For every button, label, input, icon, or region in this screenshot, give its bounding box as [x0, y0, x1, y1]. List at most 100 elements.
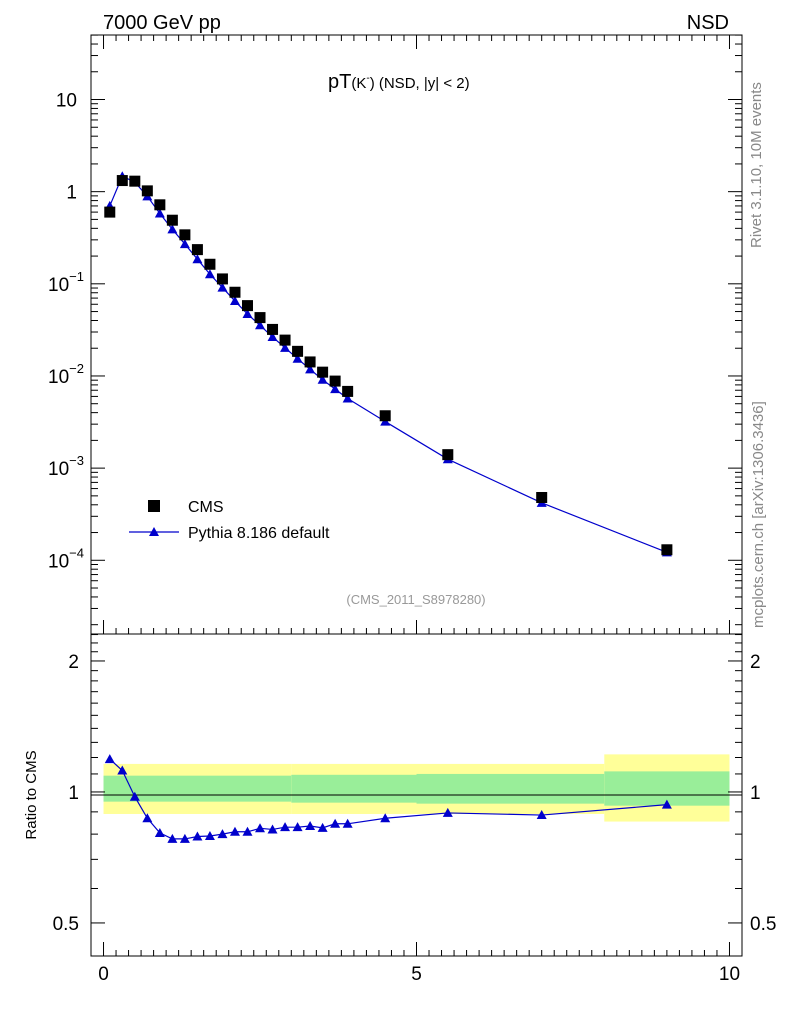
- main-y-tick-label-exp: −3: [69, 453, 84, 468]
- legend: CMS Pythia 8.186 default: [129, 499, 330, 542]
- axis-ticks: [91, 34, 742, 956]
- x-tick-labels: 0 5 10: [98, 964, 740, 985]
- ratio-y-tick-labels: 0.5 0.5 1 1 2 2: [53, 652, 777, 935]
- ratio-pythia-point: [442, 807, 453, 817]
- ratio-pythia-point: [255, 823, 266, 833]
- cms-point: [141, 185, 153, 197]
- pythia-point: [192, 254, 203, 264]
- main-y-tick-label: 10−1: [48, 269, 84, 296]
- main-y-tick-label: 10−4: [48, 545, 84, 572]
- pythia-point: [179, 239, 190, 249]
- plot-title-particle: (K: [351, 75, 366, 92]
- cms-point: [104, 206, 116, 218]
- band-inner-2: [416, 773, 605, 804]
- plot-title: pT(K-) (NSD, |y| < 2): [328, 71, 470, 93]
- pythia-point: [167, 224, 178, 234]
- legend-cms-marker: [148, 500, 160, 512]
- x-tick-label: 0: [98, 964, 109, 985]
- ratio-pythia-point: [380, 813, 391, 823]
- main-y-tick-label-exp: −4: [69, 545, 84, 560]
- pythia-point: [292, 353, 303, 363]
- x-tick-label: 10: [719, 964, 740, 985]
- main-y-tick-label-base: 10: [48, 275, 69, 296]
- main-y-tick-label: 10: [56, 91, 77, 112]
- ratio-pythia-point: [192, 831, 203, 841]
- ratio-pythia-point: [142, 813, 153, 823]
- ratio-y-axis-title: Ratio to CMS: [23, 750, 40, 839]
- cms-point: [342, 385, 354, 397]
- main-data-series: [104, 175, 673, 556]
- ratio-pythia-point: [536, 810, 547, 820]
- legend-cms-label: CMS: [188, 499, 224, 516]
- cms-point: [191, 244, 203, 256]
- header-process-label: NSD: [687, 12, 729, 34]
- main-y-tick-label-exp: −2: [69, 361, 84, 376]
- rivet-version-label: Rivet 3.1.10, 10M events: [748, 82, 765, 248]
- ratio-uncertainty-bands: [103, 754, 730, 822]
- cms-point: [179, 229, 191, 241]
- ratio-y-tick-label: 2: [68, 652, 79, 673]
- ratio-pythia-point: [217, 829, 228, 839]
- pythia-point: [280, 342, 291, 352]
- ratio-y-tick-label-right: 1: [750, 783, 761, 804]
- cms-point: [304, 356, 316, 368]
- ratio-pythia-point: [229, 826, 240, 836]
- main-y-tick-label: 10−3: [48, 453, 84, 480]
- cms-point: [267, 323, 279, 335]
- plot-title-main: pT: [328, 71, 351, 93]
- cms-point: [661, 544, 673, 556]
- pythia-point: [317, 374, 328, 384]
- ratio-y-tick-label-right: 0.5: [750, 914, 776, 935]
- pythia-point: [267, 331, 278, 341]
- pythia-point: [154, 208, 165, 218]
- pythia-point: [330, 384, 341, 394]
- ratio-pythia-point: [154, 827, 165, 837]
- mcplots-source-label: mcplots.cern.ch [arXiv:1306.3436]: [750, 401, 767, 628]
- cms-point: [279, 334, 291, 346]
- cms-point: [241, 300, 253, 312]
- pythia-point: [229, 296, 240, 306]
- legend-pythia-label: Pythia 8.186 default: [188, 525, 330, 542]
- ratio-pythia-point: [317, 822, 328, 832]
- ratio-pythia-line: [109, 758, 667, 840]
- pythia-point: [305, 364, 316, 374]
- pythia-point: [204, 269, 215, 279]
- plot-title-particle-close: ): [370, 75, 375, 92]
- ratio-pythia-point: [204, 831, 215, 841]
- cms-point: [216, 273, 228, 285]
- pythia-point: [255, 320, 266, 330]
- main-panel-frame: [90, 34, 743, 635]
- pythia-point: [217, 282, 228, 292]
- header-energy-label: 7000 GeV pp: [103, 12, 221, 34]
- cms-point: [166, 214, 178, 226]
- cms-point: [254, 312, 266, 324]
- main-y-tick-label-base: 10: [48, 551, 69, 572]
- ratio-mc-series: [104, 754, 672, 843]
- cms-point: [229, 286, 241, 298]
- analysis-watermark: (CMS_2011_S8978280): [346, 592, 485, 607]
- cms-point: [442, 449, 454, 461]
- pythia-point: [242, 309, 253, 319]
- cms-point: [116, 175, 128, 187]
- ratio-y-tick-label-right: 2: [750, 652, 761, 673]
- cms-point: [317, 366, 329, 378]
- ratio-pythia-point: [129, 791, 140, 801]
- ratio-pythia-point: [167, 833, 178, 843]
- cms-point: [329, 375, 341, 387]
- band-inner-1: [291, 774, 417, 803]
- main-y-tick-label-base: 1: [66, 183, 77, 204]
- cms-point: [204, 258, 216, 270]
- ratio-y-tick-label: 0.5: [53, 914, 79, 935]
- ratio-pythia-point: [292, 822, 303, 832]
- ratio-pythia-point: [267, 824, 278, 834]
- pythia-point: [342, 393, 353, 403]
- ratio-pythia-point: [661, 799, 672, 809]
- ratio-pythia-point: [104, 754, 115, 764]
- cms-point: [154, 199, 166, 211]
- cms-point: [129, 175, 141, 187]
- main-y-tick-label-exp: −1: [69, 269, 84, 284]
- cms-point: [292, 345, 304, 357]
- main-y-tick-label-base: 10: [48, 367, 69, 388]
